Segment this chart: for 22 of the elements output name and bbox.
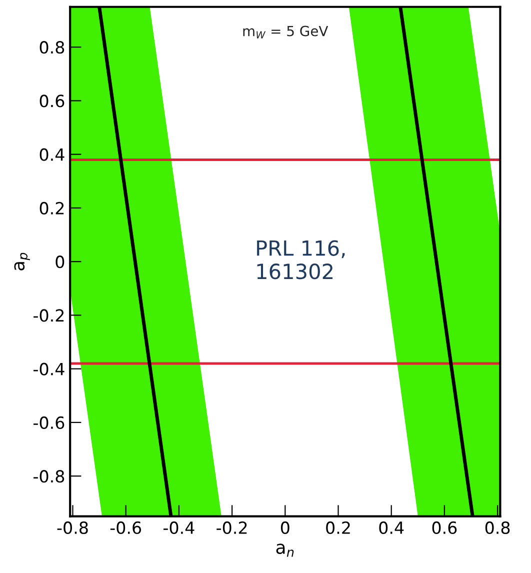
x-tick-label: 0.2 bbox=[326, 521, 350, 534]
annotation: m$_{W}$ = 5 GeV bbox=[243, 26, 328, 38]
y-tick-label: -0.8 bbox=[34, 470, 64, 483]
y-tick-label: 0 bbox=[56, 256, 64, 268]
y-axis-title: a$_{p}$ bbox=[14, 252, 30, 270]
y-tick-label: 0.4 bbox=[40, 148, 64, 161]
y-tick-label: -0.4 bbox=[34, 362, 64, 376]
x-tick-label: -0.4 bbox=[164, 521, 194, 534]
y-tick-label: 0.2 bbox=[40, 202, 64, 215]
x-axis-title: a$_{n}$ bbox=[276, 544, 294, 557]
x-tick-label: -0.2 bbox=[216, 521, 247, 534]
x-tick-label: 0 bbox=[280, 521, 290, 534]
x-tick-label: -0.6 bbox=[110, 521, 142, 534]
y-tick-label: 0.6 bbox=[40, 94, 64, 108]
y-tick-label: -0.6 bbox=[34, 416, 64, 430]
x-tick-label: 0.6 bbox=[432, 521, 457, 534]
annotation: PRL 116, 161302 bbox=[257, 240, 345, 280]
y-tick-label: -0.2 bbox=[34, 309, 64, 322]
x-tick-label: -0.8 bbox=[57, 521, 88, 534]
x-tick-label: 0.4 bbox=[379, 521, 404, 534]
y-tick-label: 0.8 bbox=[40, 41, 64, 54]
x-tick-label: 0.8 bbox=[485, 521, 510, 534]
